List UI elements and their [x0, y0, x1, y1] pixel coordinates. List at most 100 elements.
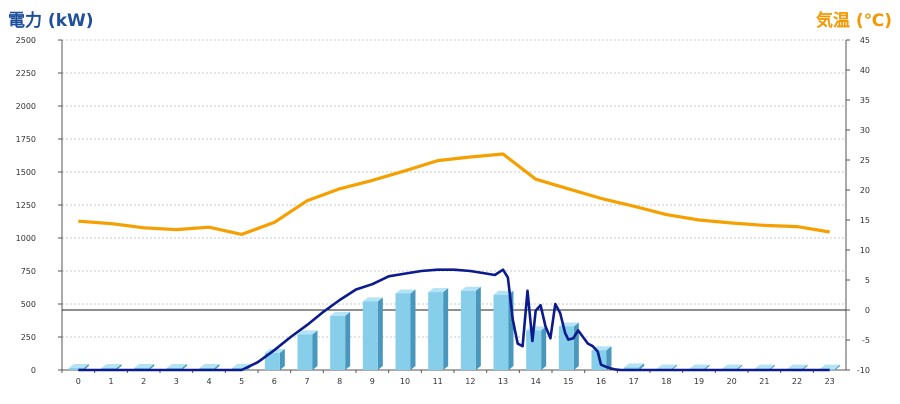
- x-tick-label: 13: [498, 377, 508, 386]
- left-tick-label: 2250: [16, 69, 36, 78]
- right-tick-label: 10: [860, 246, 870, 255]
- bar-top: [68, 364, 89, 369]
- bar-side: [541, 326, 547, 370]
- x-tick-label: 3: [174, 377, 179, 386]
- right-tick-label: 20: [860, 186, 870, 195]
- bar: [460, 290, 476, 370]
- x-tick-label: 1: [108, 377, 113, 386]
- x-tick-label: 7: [304, 377, 309, 386]
- bar: [624, 367, 640, 370]
- bar-side: [312, 330, 318, 370]
- right-tick-label: 15: [860, 216, 870, 225]
- bar-side: [769, 364, 775, 370]
- bar-top: [134, 364, 155, 369]
- bar-side: [377, 297, 383, 370]
- bar-top: [656, 364, 677, 369]
- bar-side: [443, 288, 449, 370]
- bar-side: [475, 286, 481, 370]
- left-tick-label: 0: [31, 366, 36, 375]
- bar-top: [820, 364, 841, 369]
- bar-top: [754, 364, 775, 369]
- x-tick-label: 10: [400, 377, 410, 386]
- bar-side: [606, 346, 612, 370]
- right-tick-label: 0: [865, 306, 870, 315]
- left-tick-label: 750: [21, 267, 36, 276]
- bar-side: [639, 363, 645, 370]
- right-tick-label: 35: [860, 96, 870, 105]
- x-tick-label: 15: [563, 377, 573, 386]
- x-tick-label: 8: [337, 377, 342, 386]
- power-line: [78, 268, 830, 372]
- bar-side: [149, 364, 155, 370]
- right-tick-label: -10: [857, 366, 870, 375]
- bar-top: [624, 363, 645, 368]
- right-tick-label: 25: [860, 156, 870, 165]
- left-tick-label: 1000: [16, 234, 36, 243]
- right-tick-label: 45: [860, 36, 870, 45]
- bar: [526, 330, 542, 370]
- bar-side: [802, 364, 808, 370]
- x-tick-label: 20: [727, 377, 737, 386]
- bar-side: [214, 364, 220, 370]
- bar: [428, 292, 444, 370]
- bar-top: [428, 288, 449, 293]
- bar-top: [330, 311, 351, 316]
- x-tick-label: 19: [694, 377, 704, 386]
- bar-top: [395, 289, 416, 294]
- bar-side: [835, 364, 841, 370]
- bar-side: [737, 364, 743, 370]
- bar: [395, 293, 411, 370]
- bar-top: [787, 364, 808, 369]
- bar-top: [297, 330, 318, 335]
- bar: [297, 334, 313, 370]
- left-tick-label: 1500: [16, 168, 36, 177]
- left-tick-label: 1750: [16, 135, 36, 144]
- right-tick-label: 40: [860, 66, 870, 75]
- x-tick-label: 11: [433, 377, 443, 386]
- x-tick-label: 5: [239, 377, 244, 386]
- left-axis-title: 電力 (kW): [8, 11, 94, 31]
- bar-side: [671, 364, 677, 370]
- bar-top: [460, 286, 481, 291]
- x-tick-label: 9: [370, 377, 375, 386]
- right-tick-label: 5: [865, 276, 870, 285]
- left-tick-label: 250: [21, 333, 36, 342]
- x-tick-label: 17: [629, 377, 639, 386]
- left-tick-label: 500: [21, 300, 36, 309]
- left-tick-label: 2000: [16, 102, 36, 111]
- right-tick-label: 30: [860, 126, 870, 135]
- bar: [493, 294, 509, 370]
- x-tick-label: 22: [792, 377, 802, 386]
- x-tick-label: 12: [465, 377, 475, 386]
- x-tick-label: 16: [596, 377, 606, 386]
- left-tick-label: 2500: [16, 36, 36, 45]
- bar-side: [410, 289, 416, 370]
- bar-top: [199, 364, 220, 369]
- x-tick-label: 14: [531, 377, 541, 386]
- bar: [558, 326, 574, 370]
- x-tick-label: 21: [759, 377, 769, 386]
- bar-side: [345, 311, 351, 370]
- bar: [264, 352, 280, 370]
- x-tick-label: 6: [272, 377, 277, 386]
- bar: [362, 301, 378, 370]
- bar-top: [101, 364, 122, 369]
- temperature-line: [78, 152, 830, 236]
- left-tick-label: 1250: [16, 201, 36, 210]
- bar-top: [362, 297, 383, 302]
- bar-side: [181, 364, 187, 370]
- bar-top: [166, 364, 187, 369]
- bar: [68, 368, 84, 370]
- bar-side: [83, 364, 89, 370]
- right-tick-label: -5: [862, 336, 870, 345]
- x-tick-label: 0: [76, 377, 81, 386]
- bar-side: [704, 364, 710, 370]
- bar-top: [689, 364, 710, 369]
- x-tick-label: 4: [206, 377, 211, 386]
- bar: [330, 315, 346, 370]
- right-axis-title: 気温 (℃): [815, 11, 892, 31]
- bar-top: [722, 364, 743, 369]
- x-tick-label: 2: [141, 377, 146, 386]
